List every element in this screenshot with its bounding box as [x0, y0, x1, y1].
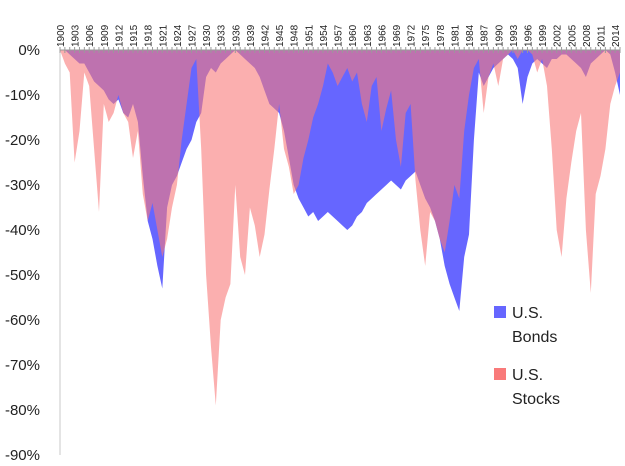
y-tick-label: 0% [18, 42, 40, 59]
y-tick-label: -40% [5, 222, 40, 239]
x-tick-label: 1984 [465, 24, 476, 47]
x-tick-label: 1912 [114, 24, 125, 47]
x-tick-label: 1906 [85, 24, 96, 47]
x-tick-label: 2005 [567, 24, 578, 47]
series-area-bonds [60, 50, 620, 311]
x-tick-label: 1987 [480, 24, 491, 47]
legend-label-stocks: U.S. Stocks [512, 367, 560, 408]
x-tick-label: 2011 [597, 25, 608, 47]
series-layer [60, 50, 620, 406]
x-tick-label: 1942 [261, 24, 272, 47]
x-tick-label: 1966 [377, 24, 388, 47]
x-tick-label: 1936 [231, 24, 242, 47]
x-tick-label: 1927 [187, 24, 198, 47]
y-axis: 0% -10% -20% -30% -40% -50% -60% -70% -8… [5, 42, 40, 464]
x-tick-label: 1975 [421, 24, 432, 47]
legend-swatch-stocks [494, 368, 506, 380]
x-tick-label: 2002 [553, 24, 564, 47]
legend-label-stocks-line1: U.S. [512, 367, 543, 384]
legend-label-bonds-line2: Bonds [512, 329, 557, 346]
x-tick-label: 1930 [202, 24, 213, 47]
x-tick-label: 1951 [304, 24, 315, 47]
y-tick-label: -50% [5, 267, 40, 284]
x-tick-label: 1963 [363, 24, 374, 47]
x-tick-label: 1939 [246, 24, 257, 47]
x-axis: 1900 1903 1906 1909 1912 1915 1918 1921 1924 1927… [56, 24, 622, 53]
x-tick-label: 1978 [436, 24, 447, 47]
y-tick-label: -60% [5, 312, 40, 329]
x-tick-label: 1999 [538, 24, 549, 47]
x-tick-label: 1954 [319, 24, 330, 47]
x-tick-label: 1924 [173, 24, 184, 47]
x-tick-label: 1981 [450, 24, 461, 47]
x-tick-label: 1996 [523, 24, 534, 47]
x-tick-label: 1909 [100, 24, 111, 47]
y-tick-label: -90% [5, 447, 40, 464]
legend: U.S. Bonds U.S. Stocks [494, 305, 560, 408]
x-tick-label: 1945 [275, 24, 286, 47]
x-tick-label: 1957 [334, 24, 345, 47]
x-tick-label: 1933 [217, 24, 228, 47]
y-tick-label: -70% [5, 357, 40, 374]
x-tick-label: 1960 [348, 24, 359, 47]
x-tick-label: 1921 [158, 24, 169, 47]
legend-label-stocks-line2: Stocks [512, 391, 560, 408]
x-tick-label: 1948 [290, 24, 301, 47]
x-tick-label: 1903 [71, 24, 82, 47]
legend-label-bonds: U.S. Bonds [512, 305, 557, 346]
x-tick-label: 1918 [144, 24, 155, 47]
x-tick-label: 1990 [494, 24, 505, 47]
legend-label-bonds-line1: U.S. [512, 305, 543, 322]
x-tick-label: 1972 [407, 24, 418, 47]
y-tick-label: -30% [5, 177, 40, 194]
y-tick-label: -80% [5, 402, 40, 419]
x-tick-label: 1915 [129, 24, 140, 47]
y-tick-label: -10% [5, 87, 40, 104]
x-tick-label: 2008 [582, 24, 593, 47]
x-tick-label: 2014 [611, 24, 622, 47]
y-tick-label: -20% [5, 132, 40, 149]
x-tick-label: 1993 [509, 24, 520, 47]
x-tick-label: 1900 [56, 24, 67, 47]
series-area-stocks [60, 50, 620, 406]
x-tick-label: 1969 [392, 24, 403, 47]
legend-swatch-bonds [494, 306, 506, 318]
